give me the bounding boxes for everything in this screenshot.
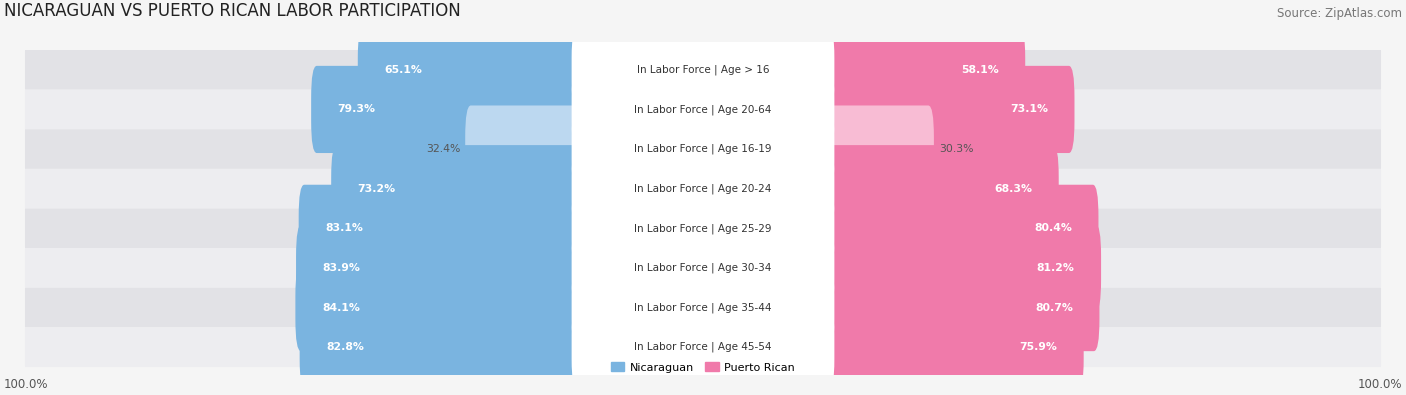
- Legend: Nicaraguan, Puerto Rican: Nicaraguan, Puerto Rican: [612, 362, 794, 373]
- FancyBboxPatch shape: [572, 264, 834, 351]
- Text: In Labor Force | Age 35-44: In Labor Force | Age 35-44: [634, 302, 772, 313]
- Text: 32.4%: 32.4%: [426, 144, 460, 154]
- Text: 73.2%: 73.2%: [357, 184, 396, 194]
- FancyBboxPatch shape: [572, 66, 834, 153]
- FancyBboxPatch shape: [25, 248, 1381, 288]
- FancyBboxPatch shape: [25, 50, 1381, 90]
- Text: 83.9%: 83.9%: [322, 263, 360, 273]
- FancyBboxPatch shape: [572, 105, 834, 193]
- Text: In Labor Force | Age 16-19: In Labor Force | Age 16-19: [634, 144, 772, 154]
- Text: In Labor Force | Age 20-24: In Labor Force | Age 20-24: [634, 183, 772, 194]
- FancyBboxPatch shape: [823, 26, 1025, 113]
- Text: 58.1%: 58.1%: [960, 65, 998, 75]
- Text: 73.1%: 73.1%: [1010, 104, 1047, 115]
- Text: 84.1%: 84.1%: [322, 303, 360, 312]
- FancyBboxPatch shape: [25, 169, 1381, 209]
- Text: 68.3%: 68.3%: [994, 184, 1032, 194]
- Text: 75.9%: 75.9%: [1019, 342, 1057, 352]
- Text: 30.3%: 30.3%: [939, 144, 973, 154]
- FancyBboxPatch shape: [572, 304, 834, 391]
- Text: In Labor Force | Age 20-64: In Labor Force | Age 20-64: [634, 104, 772, 115]
- FancyBboxPatch shape: [298, 185, 583, 272]
- Text: 82.8%: 82.8%: [326, 342, 364, 352]
- FancyBboxPatch shape: [823, 145, 1059, 232]
- FancyBboxPatch shape: [295, 264, 583, 351]
- FancyBboxPatch shape: [823, 224, 1101, 312]
- Text: 80.4%: 80.4%: [1033, 223, 1071, 233]
- Text: 100.0%: 100.0%: [4, 378, 49, 391]
- Text: NICARAGUAN VS PUERTO RICAN LABOR PARTICIPATION: NICARAGUAN VS PUERTO RICAN LABOR PARTICI…: [4, 2, 461, 20]
- FancyBboxPatch shape: [823, 264, 1099, 351]
- FancyBboxPatch shape: [465, 105, 583, 193]
- Text: In Labor Force | Age 25-29: In Labor Force | Age 25-29: [634, 223, 772, 233]
- FancyBboxPatch shape: [311, 66, 583, 153]
- Text: 83.1%: 83.1%: [325, 223, 363, 233]
- Text: In Labor Force | Age 45-54: In Labor Force | Age 45-54: [634, 342, 772, 352]
- FancyBboxPatch shape: [25, 288, 1381, 327]
- FancyBboxPatch shape: [25, 209, 1381, 248]
- FancyBboxPatch shape: [25, 129, 1381, 169]
- Text: 65.1%: 65.1%: [384, 65, 422, 75]
- Text: 100.0%: 100.0%: [1357, 378, 1402, 391]
- FancyBboxPatch shape: [299, 304, 583, 391]
- FancyBboxPatch shape: [572, 224, 834, 312]
- FancyBboxPatch shape: [823, 66, 1074, 153]
- FancyBboxPatch shape: [823, 105, 934, 193]
- Text: 79.3%: 79.3%: [337, 104, 375, 115]
- FancyBboxPatch shape: [572, 185, 834, 272]
- FancyBboxPatch shape: [25, 327, 1381, 367]
- Text: In Labor Force | Age 30-34: In Labor Force | Age 30-34: [634, 263, 772, 273]
- Text: Source: ZipAtlas.com: Source: ZipAtlas.com: [1277, 7, 1402, 20]
- FancyBboxPatch shape: [297, 224, 583, 312]
- FancyBboxPatch shape: [823, 185, 1098, 272]
- FancyBboxPatch shape: [572, 145, 834, 232]
- FancyBboxPatch shape: [357, 26, 583, 113]
- FancyBboxPatch shape: [572, 26, 834, 113]
- Text: In Labor Force | Age > 16: In Labor Force | Age > 16: [637, 64, 769, 75]
- Text: 80.7%: 80.7%: [1035, 303, 1073, 312]
- FancyBboxPatch shape: [332, 145, 583, 232]
- FancyBboxPatch shape: [823, 304, 1084, 391]
- Text: 81.2%: 81.2%: [1036, 263, 1074, 273]
- FancyBboxPatch shape: [25, 90, 1381, 129]
